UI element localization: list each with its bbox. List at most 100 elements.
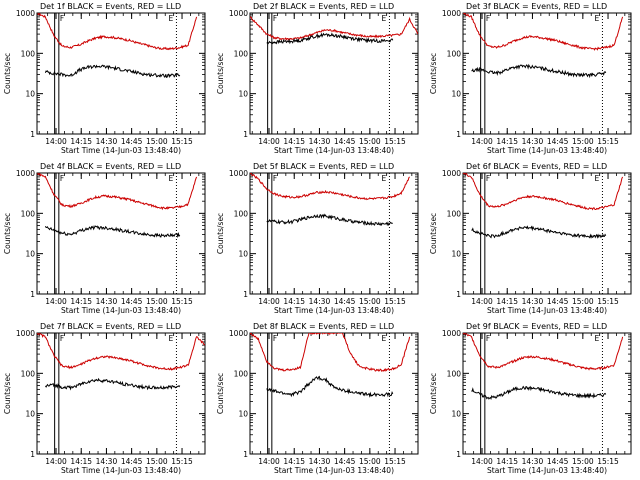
y-tick-label: 1000 <box>16 329 35 338</box>
plot-frame <box>36 12 206 135</box>
y-tick-label: 1 <box>30 450 35 459</box>
marker-F-label: F <box>60 14 64 23</box>
marker-F-label: F <box>486 334 490 343</box>
marker-E-label: E <box>168 334 173 343</box>
x-tick-label: 15:00 <box>359 137 381 146</box>
detector-panel-2: Det 2f BLACK = Events, RED = LLD 1 10 100 10… <box>216 2 419 155</box>
y-tick-label: 1000 <box>442 329 461 338</box>
x-tick-label: 14:30 <box>522 137 544 146</box>
y-tick-label: 100 <box>21 369 36 378</box>
y-tick-label: 1000 <box>16 9 35 18</box>
y-tick-label: 1000 <box>229 9 248 18</box>
marker-E-label: E <box>381 334 386 343</box>
x-tick-label: 14:30 <box>522 297 544 306</box>
y-tick-label: 1000 <box>16 169 35 178</box>
y-tick-label: 1000 <box>442 169 461 178</box>
x-axis-label: Start Time (14-Jun-03 13:48:40) <box>61 466 181 475</box>
y-tick-label: 10 <box>25 250 35 259</box>
marker-E-label: E <box>381 14 386 23</box>
y-tick-label: 1 <box>30 290 35 299</box>
y-tick-label: 100 <box>447 49 462 58</box>
x-tick-label: 15:15 <box>171 297 193 306</box>
panel-title: Det 1f BLACK = Events, RED = LLD <box>40 2 181 11</box>
marker-F-label: F <box>486 174 490 183</box>
panel-title: Det 3f BLACK = Events, RED = LLD <box>466 2 607 11</box>
marker-E-label: E <box>168 174 173 183</box>
y-tick-label: 1000 <box>442 9 461 18</box>
x-tick-label: 14:45 <box>121 137 143 146</box>
panel-title: Det 5f BLACK = Events, RED = LLD <box>253 162 394 171</box>
x-tick-label: 14:30 <box>96 297 118 306</box>
marker-E-label: E <box>168 14 173 23</box>
plot-frame <box>462 172 632 295</box>
y-axis-label: Counts/sec <box>429 213 438 254</box>
x-tick-label: 14:15 <box>70 297 92 306</box>
y-axis-label: Counts/sec <box>216 213 225 254</box>
x-tick-label: 14:15 <box>496 297 518 306</box>
marker-F-label: F <box>273 174 277 183</box>
x-tick-label: 14:00 <box>45 457 67 466</box>
marker-E-label: E <box>594 174 599 183</box>
y-tick-label: 1 <box>243 450 248 459</box>
x-axis-label: Start Time (14-Jun-03 13:48:40) <box>61 306 181 315</box>
plot-frame <box>36 172 206 295</box>
x-tick-label: 15:15 <box>597 297 619 306</box>
panel-title: Det 6f BLACK = Events, RED = LLD <box>466 162 607 171</box>
x-tick-label: 15:15 <box>597 137 619 146</box>
y-axis-label: Counts/sec <box>216 53 225 94</box>
events-series-line <box>266 213 393 227</box>
x-tick-label: 14:15 <box>283 297 305 306</box>
detector-panel-8: Det 8f BLACK = Events, RED = LLD 1 10 100 10… <box>216 322 419 475</box>
x-tick-label: 14:30 <box>309 457 331 466</box>
y-axis-label: Counts/sec <box>216 373 225 414</box>
y-tick-label: 10 <box>451 250 461 259</box>
x-tick-label: 14:15 <box>283 457 305 466</box>
x-tick-label: 14:45 <box>334 137 356 146</box>
plot-frame <box>462 332 632 455</box>
detector-panel-6: Det 6f BLACK = Events, RED = LLD 1 10 100 10… <box>429 162 632 315</box>
plot-frame <box>249 172 419 295</box>
x-tick-label: 14:45 <box>334 457 356 466</box>
panel-title: Det 2f BLACK = Events, RED = LLD <box>253 2 394 11</box>
marker-F-label: F <box>273 334 277 343</box>
x-axis-label: Start Time (14-Jun-03 13:48:40) <box>487 146 607 155</box>
x-axis-label: Start Time (14-Jun-03 13:48:40) <box>61 146 181 155</box>
x-tick-label: 15:00 <box>359 457 381 466</box>
panel-title: Det 7f BLACK = Events, RED = LLD <box>40 322 181 331</box>
events-series-line <box>471 225 607 239</box>
y-tick-label: 1 <box>456 130 461 139</box>
x-axis-label: Start Time (14-Jun-03 13:48:40) <box>274 306 394 315</box>
x-tick-label: 14:00 <box>258 137 280 146</box>
y-tick-label: 1 <box>456 290 461 299</box>
y-tick-label: 1 <box>30 130 35 139</box>
y-tick-label: 1000 <box>229 329 248 338</box>
y-axis-label: Counts/sec <box>3 53 12 94</box>
panel-title: Det 8f BLACK = Events, RED = LLD <box>253 322 394 331</box>
x-tick-label: 15:15 <box>384 457 406 466</box>
x-tick-label: 14:00 <box>45 297 67 306</box>
marker-E-label: E <box>381 174 386 183</box>
y-tick-label: 100 <box>447 369 462 378</box>
y-tick-label: 10 <box>451 90 461 99</box>
x-tick-label: 14:45 <box>121 457 143 466</box>
x-tick-label: 15:15 <box>384 297 406 306</box>
y-axis-label: Counts/sec <box>429 373 438 414</box>
y-tick-label: 10 <box>25 90 35 99</box>
x-tick-label: 14:30 <box>522 457 544 466</box>
x-tick-label: 14:30 <box>96 137 118 146</box>
plot-frame <box>462 12 632 135</box>
marker-F-label: F <box>273 14 277 23</box>
events-series-line <box>471 63 607 79</box>
y-tick-label: 100 <box>21 209 36 218</box>
x-tick-label: 14:00 <box>471 137 493 146</box>
x-tick-label: 14:45 <box>547 137 569 146</box>
x-tick-label: 14:45 <box>334 297 356 306</box>
y-tick-label: 100 <box>234 49 249 58</box>
plot-frame <box>36 332 206 455</box>
detector-panel-3: Det 3f BLACK = Events, RED = LLD 1 10 100 10… <box>429 2 632 155</box>
y-tick-label: 1 <box>243 290 248 299</box>
panel-title: Det 4f BLACK = Events, RED = LLD <box>40 162 181 171</box>
y-tick-label: 10 <box>238 410 248 419</box>
x-tick-label: 14:45 <box>121 297 143 306</box>
